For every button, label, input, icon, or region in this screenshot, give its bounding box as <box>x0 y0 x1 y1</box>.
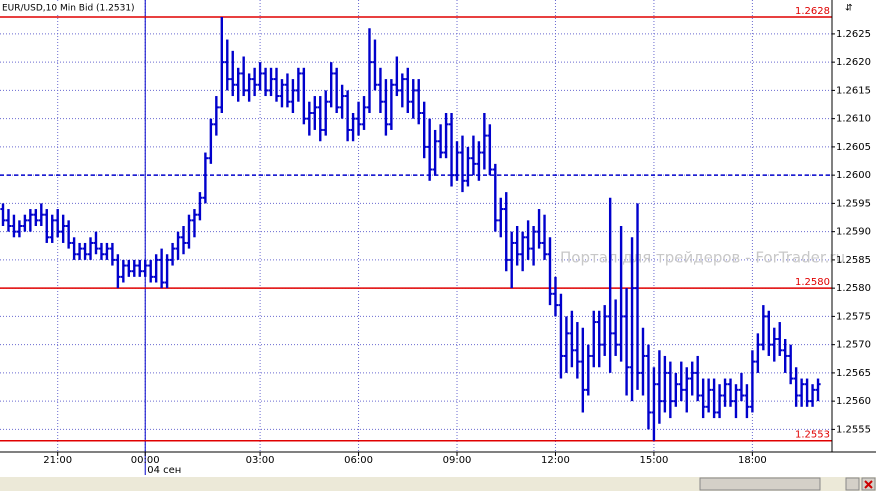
y-tick-label: 1.2595 <box>836 198 871 209</box>
corner-icon: ⇵ <box>845 4 853 14</box>
y-tick-label: 1.2605 <box>836 142 871 153</box>
bars <box>0 16 821 441</box>
x-tick-label: 03:00 <box>246 455 275 466</box>
svg-text:⇵: ⇵ <box>845 4 853 14</box>
y-tick-label: 1.2560 <box>836 396 871 407</box>
day-label: 04 сен <box>147 465 181 476</box>
x-tick-label: 06:00 <box>344 455 373 466</box>
x-tick-label: 21:00 <box>43 455 72 466</box>
y-tick-label: 1.2625 <box>836 29 871 40</box>
x-tick-label: 00:00 <box>131 455 160 466</box>
y-tick-label: 1.2580 <box>836 283 871 294</box>
y-tick-label: 1.2600 <box>836 170 871 181</box>
y-tick-label: 1.2620 <box>836 57 871 68</box>
level-label: 1.2553 <box>795 430 830 441</box>
close-icon <box>864 480 873 489</box>
y-tick-label: 1.2610 <box>836 114 871 125</box>
x-tick-label: 18:00 <box>738 455 767 466</box>
title-bg <box>0 2 122 14</box>
overlay: 1.2555 1.2560 1.2565 1.2570 1.2575 1.2580 1.25… <box>43 6 871 476</box>
y-tick-label: 1.2565 <box>836 368 871 379</box>
y-tick-label: 1.2570 <box>836 340 871 351</box>
x-tick-label: 09:00 <box>443 455 472 466</box>
watermark: Портал для трейдеров - ForTrader.ru <box>560 249 845 267</box>
y-tick-label: 1.2590 <box>836 227 871 238</box>
y-tick-label: 1.2555 <box>836 424 871 435</box>
level-label: 1.2628 <box>795 6 830 17</box>
scroll-button[interactable] <box>845 477 860 491</box>
y-tick-label: 1.2615 <box>836 85 871 96</box>
x-tick-label: 15:00 <box>640 455 669 466</box>
x-tick-label: 12:00 <box>541 455 570 466</box>
level-label: 1.2580 <box>795 277 830 288</box>
y-tick-label: 1.2585 <box>836 255 871 266</box>
y-tick-label: 1.2575 <box>836 311 871 322</box>
scrollbar[interactable] <box>0 477 876 491</box>
scroll-thumb[interactable] <box>699 477 821 491</box>
chart-title: EUR/USD,10 Min Bid (1.2531) <box>2 4 135 14</box>
